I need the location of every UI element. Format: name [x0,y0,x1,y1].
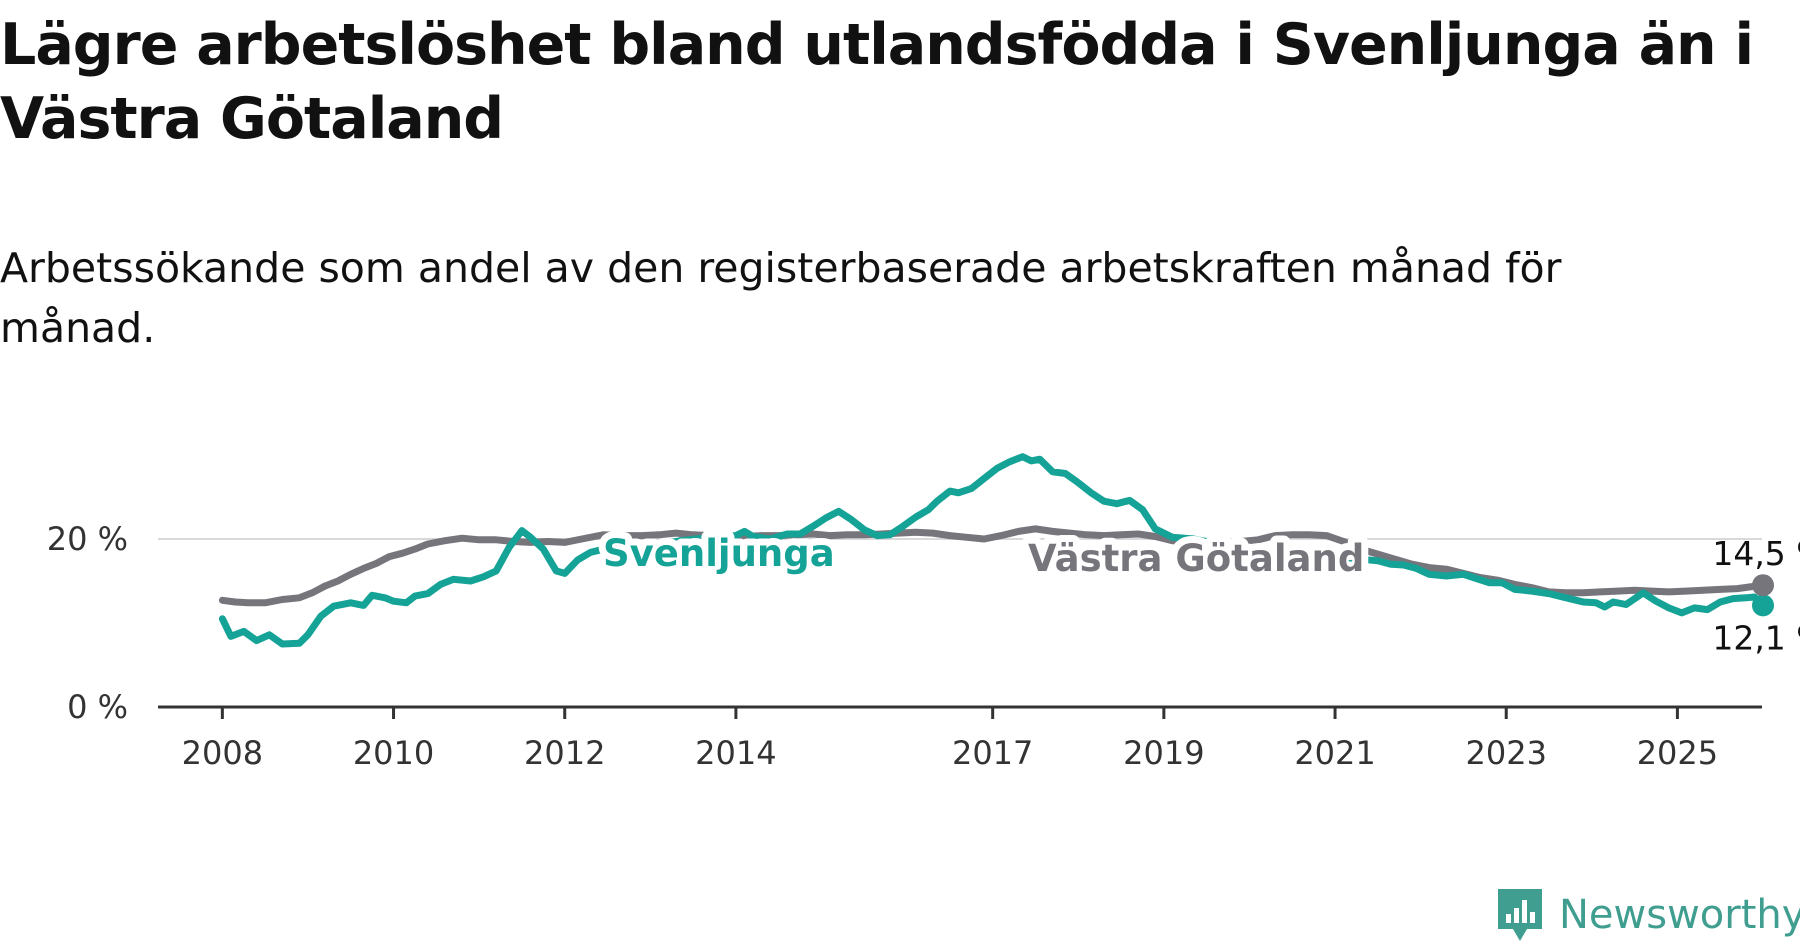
x-tick-label: 2012 [524,734,605,772]
series-line-svenljunga [218,453,1767,648]
y-tick-label: 0 % [67,688,128,726]
brand-name: Newsworthy [1559,892,1800,938]
y-axis-tick-labels: 0 % 20 % [47,520,128,726]
chart-subtitle: Arbetssökande som andel av den registerb… [0,244,1562,352]
x-tick-label: 2019 [1123,734,1204,772]
end-label-vastra-gotaland: 14,5 % [1712,534,1800,573]
newsworthy-brand: Newsworthy [1495,885,1800,945]
x-tick-label: 2010 [353,734,434,772]
x-tick-label: 2021 [1294,734,1375,772]
x-axis: 2008 2010 2012 2014 2017 2019 2021 2023 2025 [182,707,1718,772]
series-label-svenljunga: Svenljunga [603,532,835,575]
series-label-svenljunga-halo: Svenljunga [603,532,835,575]
series-lines [218,453,1767,648]
end-label-svenljunga: 12,1 % [1712,618,1800,657]
y-tick-label: 20 % [47,520,128,558]
end-marker-svenljunga [1752,594,1774,617]
chart-title: Lägre arbetslöshet bland utlandsfödda i … [0,12,1754,152]
series-label-vastra-gotaland: Västra Götaland [1028,537,1364,580]
newsworthy-logo-icon [1498,889,1542,941]
end-markers: 12,1 % 14,5 % [1712,534,1800,657]
x-tick-label: 2008 [182,734,263,772]
x-tick-label: 2014 [695,734,776,772]
end-marker-vastra-gotaland [1752,574,1774,597]
x-tick-label: 2025 [1637,734,1718,772]
line-chart: 0 % 20 % 2008 2010 2012 2014 2017 2019 2021 2023… [47,453,1800,772]
series-label-vastra-gotaland-halo: Västra Götaland [1028,537,1364,580]
x-tick-label: 2017 [952,734,1033,772]
x-tick-label: 2023 [1466,734,1547,772]
